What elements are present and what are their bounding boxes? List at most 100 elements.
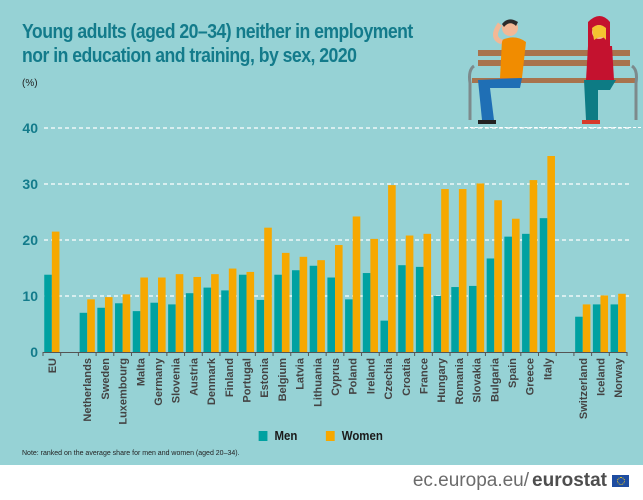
bar-men-finland (221, 290, 229, 352)
bar-women-estonia (264, 227, 272, 352)
bar-women-bulgaria (494, 200, 502, 352)
bar-men-belgium (274, 274, 282, 352)
bar-women-cyprus (335, 245, 343, 352)
bench-back-slat-icon (478, 60, 630, 66)
legend-label-men: Men (274, 428, 298, 443)
bar-men-spain (504, 236, 512, 352)
title-line-2: nor in education and training, by sex, 2… (22, 44, 357, 67)
bar-women-slovenia (175, 274, 184, 352)
bar-women-romania (458, 189, 467, 352)
bars (44, 156, 626, 352)
bar-men-netherlands (79, 312, 88, 352)
man-arm-icon (493, 22, 503, 45)
x-tick-label: Italy (542, 357, 554, 380)
x-tick-label: Finland (224, 358, 236, 397)
x-tick-label: Latvia (295, 357, 307, 390)
bar-women-slovakia (476, 183, 485, 352)
legend-swatch-women (326, 430, 335, 441)
title-line-1: Young adults (aged 20–34) neither in emp… (22, 20, 413, 43)
bar-women-norway (618, 293, 626, 352)
bar-women-germany (158, 277, 166, 352)
x-tick-label: Slovenia (171, 357, 183, 403)
x-axis (42, 352, 628, 356)
legend: Men Women (0, 428, 643, 443)
bar-men-slovakia (468, 285, 477, 352)
bar-men-denmark (203, 287, 212, 352)
bar-women-ireland (370, 238, 378, 352)
woman-hair-icon (592, 25, 606, 40)
legend-item-women[interactable]: Women (326, 428, 383, 443)
bar-men-bulgaria (486, 258, 495, 352)
bar-women-belgium (281, 252, 290, 352)
x-tick-label: Germany (153, 357, 165, 406)
bar-women-sweden (104, 297, 113, 352)
legend-item-men[interactable]: Men (258, 428, 298, 443)
bench-illustration (468, 16, 638, 124)
bar-women-luxembourg (122, 294, 131, 352)
chart-note: Note: ranked on the average share for me… (22, 450, 240, 457)
woman-trousers-icon (584, 80, 616, 120)
x-tick-label: Malta (135, 357, 147, 386)
bench-leg-icon (631, 64, 638, 120)
unit-label: (%) (22, 78, 38, 89)
bar-men-iceland (592, 304, 601, 352)
y-tick-label: 0 (30, 344, 38, 360)
bench-leg-icon (468, 64, 475, 120)
bar-men-eu (44, 274, 52, 352)
woman-shoes-icon (582, 120, 600, 124)
y-tick-label: 40 (22, 120, 38, 136)
bar-men-austria (185, 293, 194, 352)
x-tick-label: Croatia (401, 357, 413, 396)
bar-women-portugal (246, 271, 255, 352)
x-tick-label: Romania (454, 357, 466, 404)
bar-men-lithuania (309, 265, 318, 352)
x-tick-label: Switzerland (578, 358, 590, 419)
x-tick-label: EU (47, 358, 59, 373)
x-tick-label: Norway (613, 357, 625, 398)
bar-men-switzerland (575, 316, 583, 352)
bar-men-germany (150, 302, 159, 352)
bar-women-denmark (211, 274, 219, 352)
bar-men-czechia (380, 320, 389, 352)
x-tick-label: Ireland (365, 358, 377, 394)
bar-women-latvia (299, 256, 308, 352)
bar-men-poland (345, 299, 353, 352)
x-tick-label: Spain (507, 358, 519, 388)
legend-swatch-men (258, 430, 268, 441)
bar-women-italy (547, 156, 555, 352)
bar-women-netherlands (87, 299, 95, 352)
x-tick-label: Belgium (277, 358, 289, 402)
bench-back-slat-icon (478, 50, 630, 56)
bar-men-slovenia (168, 304, 176, 352)
legend-label-women: Women (341, 428, 383, 443)
x-tick-label: Slovakia (472, 357, 484, 403)
bar-men-hungary (433, 296, 442, 352)
woman-sweater-icon (586, 46, 614, 80)
bar-women-greece (529, 180, 538, 352)
bar-men-croatia (398, 265, 406, 352)
man-hair-icon (502, 19, 518, 27)
bar-men-norway (610, 304, 619, 352)
illustration-divider (465, 127, 641, 128)
bar-men-romania (451, 287, 459, 352)
footer-brand: eurostat (532, 470, 607, 491)
bar-women-eu (51, 231, 60, 352)
bar-women-croatia (405, 235, 414, 352)
x-axis-labels: EU Netherlands Sweden Luxembourg Malta German… (47, 357, 625, 425)
eurostat-footer[interactable]: ec.europa.eu/eurostat (413, 470, 629, 492)
x-tick-label: Hungary (436, 357, 448, 403)
bar-women-malta (140, 277, 148, 352)
bar-men-france (415, 266, 424, 352)
bar-men-greece (522, 233, 530, 352)
bar-men-cyprus (327, 277, 335, 352)
x-tick-label: Estonia (259, 357, 271, 398)
bar-men-luxembourg (115, 303, 123, 352)
x-tick-label: Cyprus (330, 358, 342, 396)
bar-women-hungary (441, 189, 449, 352)
bar-women-poland (352, 216, 361, 352)
x-tick-label: Portugal (242, 358, 254, 403)
man-shoes-icon (478, 120, 496, 124)
bar-women-france (423, 233, 432, 352)
bar-chart: 0 10 20 30 40 EU Netherlands Sweden Luxembourg M… (22, 120, 630, 425)
x-tick-label: Greece (525, 358, 537, 395)
